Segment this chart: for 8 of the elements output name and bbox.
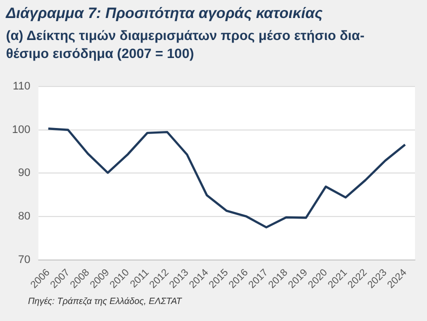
text: Πηγές: Τράπεζα της Ελλάδος, ΕΛΣΤΑΤ bbox=[28, 296, 182, 306]
y-tick-label: 90 bbox=[18, 167, 30, 180]
chart-subtitle: (α) Δείκτης τιμών διαμερισμάτων προς μέσο ετήσιο δια-θέσιμο εισόδημα (2007 = 100) bbox=[6, 27, 366, 63]
y-tick-label: 110 bbox=[12, 80, 30, 93]
chart-title: Διάγραμμα 7: Προσιτότητα αγοράς κατοικίας bbox=[6, 5, 323, 22]
y-tick-label: 80 bbox=[18, 210, 30, 223]
y-tick-label: 100 bbox=[12, 124, 30, 136]
y-tick-label: 70 bbox=[18, 254, 30, 266]
